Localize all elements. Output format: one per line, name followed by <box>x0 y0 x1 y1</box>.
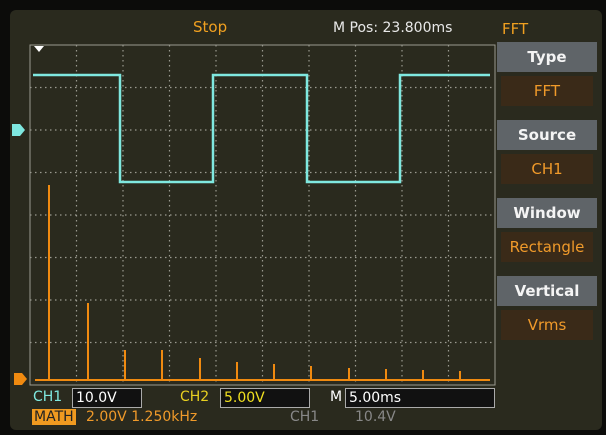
ch2-label: CH2 <box>180 389 210 405</box>
menu-item[interactable]: Vertical Vrms <box>497 276 597 348</box>
menu-label: Vertical <box>497 276 597 306</box>
timebase-label: M <box>330 389 343 405</box>
menu-item[interactable]: Window Rectangle <box>497 198 597 270</box>
ch2-scale: 5.00V <box>220 388 310 408</box>
run-status: Stop <box>193 18 228 36</box>
menu-label: Source <box>497 120 597 150</box>
horizontal-position: M Pos: 23.800ms <box>333 20 453 36</box>
trigger-level: 10.4V <box>355 409 396 425</box>
math-scale: 2.00V 1.250kHz <box>86 409 198 425</box>
menu-label: Type <box>497 42 597 72</box>
ch1-marker <box>12 124 25 136</box>
menu-value: FFT <box>501 76 593 106</box>
menu-item[interactable]: Type FFT <box>497 42 597 114</box>
menu-value: Rectangle <box>501 232 593 262</box>
ch1-scale: 10.0V <box>72 388 142 408</box>
math-label: MATH <box>32 409 76 425</box>
timebase-scale: 5.00ms <box>345 388 495 408</box>
ch1-trace <box>33 73 490 184</box>
trigger-source: CH1 <box>290 409 320 425</box>
menu-value: Vrms <box>501 310 593 340</box>
ch1-label: CH1 <box>33 389 63 405</box>
math-marker <box>14 373 27 385</box>
menu-label: Window <box>497 198 597 228</box>
graticule <box>30 45 495 385</box>
menu-value: CH1 <box>501 154 593 184</box>
menu-title: FFT <box>502 20 529 38</box>
fft-trace <box>35 185 490 381</box>
menu-item[interactable]: Source CH1 <box>497 120 597 192</box>
trigger-position-marker <box>34 46 44 52</box>
